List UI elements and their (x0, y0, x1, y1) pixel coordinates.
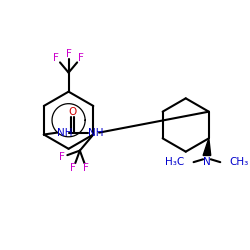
Text: H₃C: H₃C (165, 157, 184, 167)
Text: F: F (78, 53, 84, 63)
Text: CH₃: CH₃ (230, 157, 249, 167)
Text: F: F (70, 164, 76, 173)
Text: NH: NH (57, 128, 72, 138)
Text: F: F (66, 48, 71, 58)
Text: O: O (68, 107, 76, 117)
Text: N: N (203, 157, 211, 167)
Text: F: F (84, 164, 89, 173)
Polygon shape (203, 138, 211, 156)
Text: F: F (59, 152, 65, 162)
Text: F: F (54, 53, 59, 63)
Text: NH: NH (88, 128, 103, 138)
